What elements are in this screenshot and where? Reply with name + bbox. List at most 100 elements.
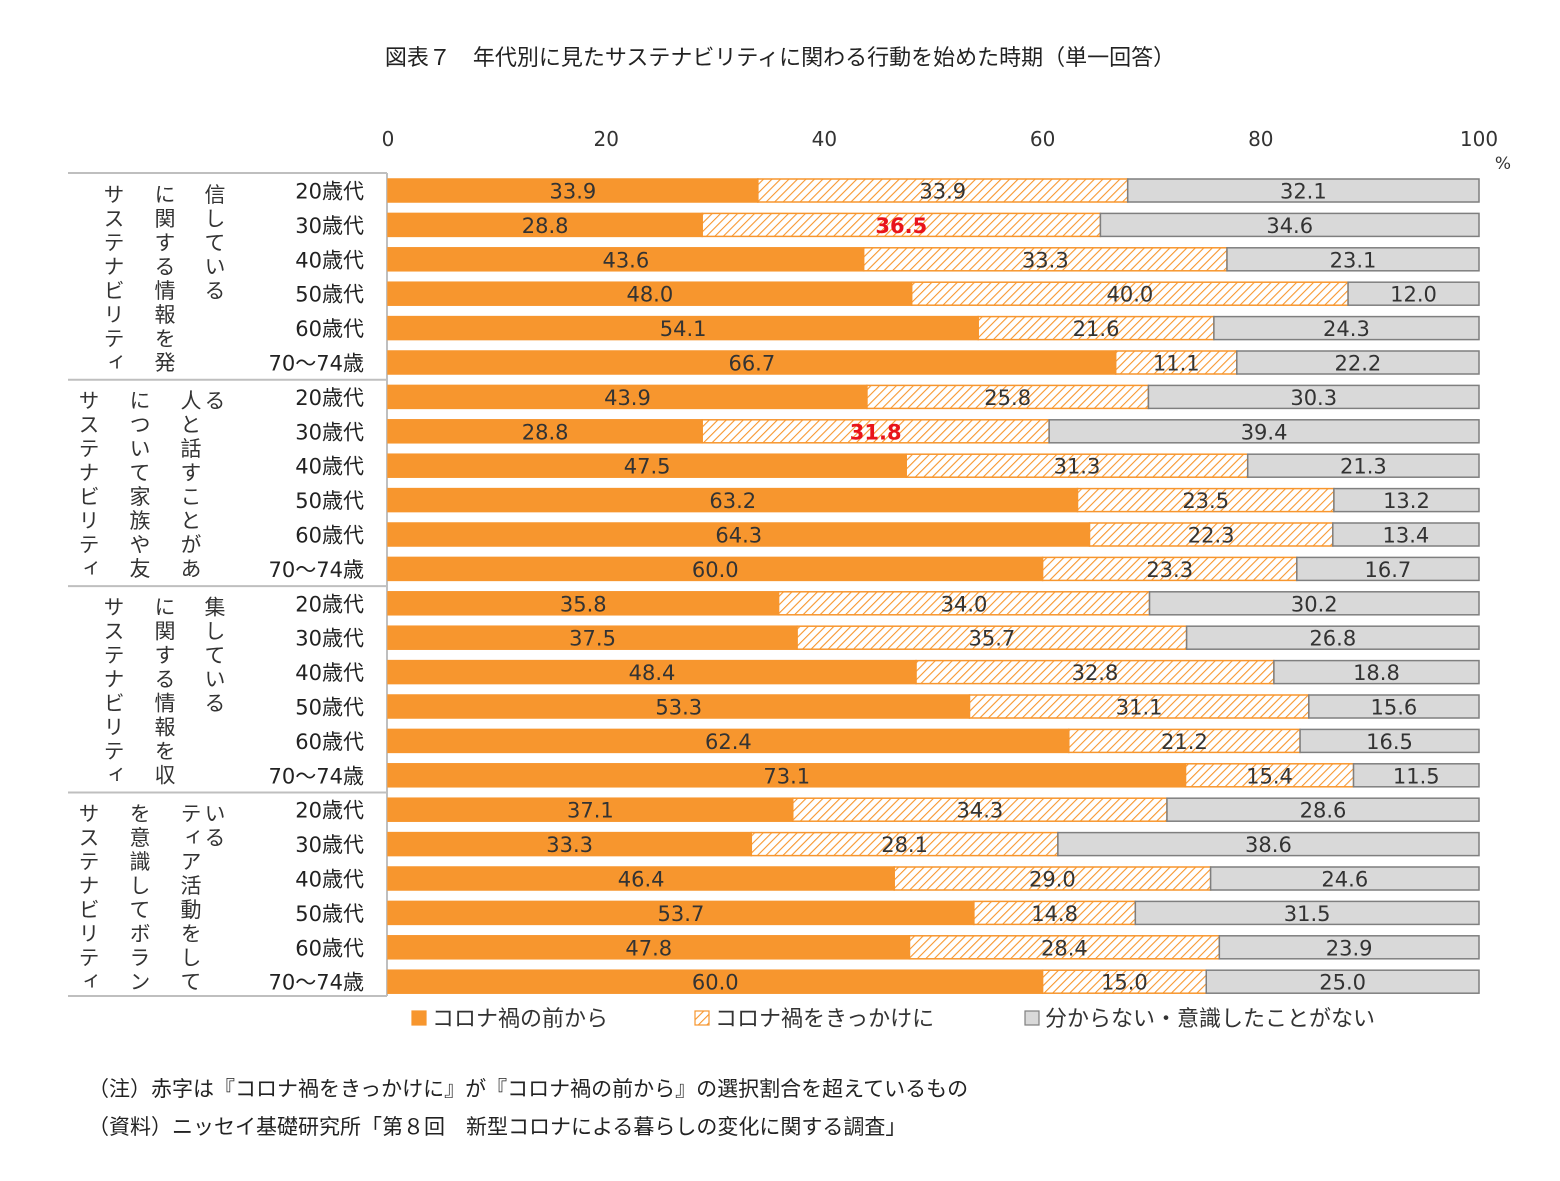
- x-unit-label: %: [1495, 154, 1511, 174]
- data-label: 28.1: [881, 833, 928, 857]
- data-label: 38.6: [1245, 833, 1292, 857]
- bar-segment-unknown: [1352, 763, 1480, 788]
- data-label: 46.4: [618, 868, 665, 892]
- data-label: 30.3: [1290, 386, 1337, 410]
- data-label: 23.3: [1146, 558, 1193, 582]
- data-label: 31.5: [1284, 902, 1331, 926]
- legend-label-2: 分からない・意識したことがない: [1045, 1007, 1375, 1032]
- data-label: 28.4: [1041, 936, 1088, 960]
- data-label: 34.0: [941, 592, 988, 616]
- data-label: 35.8: [560, 592, 607, 616]
- data-label: 43.6: [602, 248, 649, 272]
- data-label: 23.5: [1182, 489, 1229, 513]
- age-label: 70～74歳: [269, 352, 364, 376]
- data-label: 28.6: [1300, 799, 1347, 823]
- age-label: 40歳代: [295, 661, 364, 685]
- data-label: 16.5: [1366, 730, 1413, 754]
- bar-segment-unknown: [1205, 969, 1480, 994]
- data-label: 37.5: [569, 627, 616, 651]
- bar-segment-unknown: [1218, 935, 1480, 960]
- data-label: 33.3: [1022, 248, 1069, 272]
- data-label: 22.3: [1188, 524, 1235, 548]
- legend-label-1: コロナ禍をきっかけに: [715, 1007, 934, 1032]
- age-label: 50歳代: [295, 283, 364, 307]
- bar-segment-unknown: [1273, 659, 1480, 685]
- data-label: 29.0: [1029, 868, 1076, 892]
- data-label: 22.2: [1335, 352, 1382, 376]
- bar-segment-unknown: [1333, 487, 1480, 513]
- group-label-2-col-0: サステナビリティ: [101, 596, 125, 788]
- data-label: 11.1: [1153, 352, 1200, 376]
- data-label: 15.6: [1371, 696, 1418, 720]
- bar-segment-unknown: [1185, 625, 1480, 650]
- bar-segment-unknown: [1236, 350, 1480, 375]
- data-label: 35.7: [968, 627, 1015, 651]
- data-label: 24.6: [1321, 868, 1368, 892]
- bars-layer: 33.9 33.9 32.1 28.8 36.5 34.6 43.6 33.3 23.1 48.0…: [387, 178, 1480, 995]
- bar-segment-unknown: [1299, 728, 1480, 754]
- data-label: 62.4: [705, 730, 752, 754]
- data-label: 31.3: [1054, 455, 1101, 479]
- age-label: 30歳代: [295, 833, 364, 857]
- age-label: 50歳代: [295, 902, 364, 926]
- data-label: 63.2: [709, 489, 756, 513]
- age-label: 40歳代: [295, 868, 364, 892]
- data-label: 23.9: [1326, 936, 1373, 960]
- data-label: 39.4: [1241, 420, 1288, 444]
- age-label: 70～74歳: [269, 971, 364, 995]
- data-label: 28.8: [522, 420, 569, 444]
- data-label: 33.9: [919, 180, 966, 204]
- group-label-0-col-0: サステナビリティ: [101, 183, 125, 375]
- bar-segment-unknown: [1148, 591, 1480, 616]
- age-label: 70～74歳: [269, 558, 364, 582]
- data-label: 73.1: [763, 764, 810, 788]
- data-label: 13.2: [1383, 489, 1430, 513]
- data-label: 33.3: [546, 833, 593, 857]
- data-label: 31.8: [850, 420, 902, 444]
- group-label-3-col-2: ティア活動をして: [178, 803, 202, 995]
- data-label: 25.8: [984, 386, 1031, 410]
- data-label: 23.1: [1330, 248, 1377, 272]
- legend-swatch-0: [411, 1010, 427, 1026]
- data-label: 60.0: [692, 971, 739, 995]
- bar-segment-unknown: [1332, 522, 1480, 547]
- data-label: 30.2: [1291, 592, 1338, 616]
- age-label: 20歳代: [295, 180, 364, 204]
- group-label-1-col-2: 人と話すことがあ: [178, 390, 202, 582]
- data-label: 34.6: [1266, 214, 1313, 238]
- group-label-2-col-1: に関する情報を収: [152, 596, 176, 788]
- data-label: 16.7: [1365, 558, 1412, 582]
- bar-segment-unknown: [1296, 556, 1480, 582]
- data-label: 18.8: [1353, 661, 1400, 685]
- data-label: 15.4: [1246, 764, 1293, 788]
- bar-segment-unknown: [1057, 831, 1480, 857]
- group-label-0-col-1: に関する情報を発: [152, 183, 176, 375]
- age-label: 60歳代: [295, 524, 364, 548]
- x-tick-label-80: 80: [1248, 127, 1273, 151]
- group-label-1-col-0: サステナビリティ: [76, 390, 100, 582]
- x-tick-label-40: 40: [812, 127, 837, 151]
- age-label: 40歳代: [295, 455, 364, 479]
- bar-segment-unknown: [1126, 178, 1480, 203]
- bar-segment-unknown: [1048, 419, 1480, 444]
- bar-segment-unknown: [1347, 281, 1480, 306]
- x-tick-label-0: 0: [382, 127, 395, 151]
- chart-note: （注）赤字は『コロナ禍をきっかけに』が『コロナ禍の前から』の選択割合を超えている…: [88, 1077, 969, 1101]
- data-label: 26.8: [1309, 627, 1356, 651]
- legend-label-0: コロナ禍の前から: [432, 1007, 608, 1032]
- age-label: 50歳代: [295, 696, 364, 720]
- data-label: 25.0: [1319, 971, 1366, 995]
- data-label: 21.2: [1161, 730, 1208, 754]
- bar-segment-unknown: [1213, 315, 1480, 341]
- data-label: 53.3: [655, 696, 702, 720]
- age-label: 30歳代: [295, 420, 364, 444]
- data-label: 36.5: [875, 214, 927, 238]
- age-label: 50歳代: [295, 489, 364, 513]
- data-label: 12.0: [1390, 283, 1437, 307]
- group-label-1-col-3: る: [202, 390, 226, 414]
- age-label: 20歳代: [295, 799, 364, 823]
- bar-segment-unknown: [1134, 900, 1480, 926]
- group-label-1-col-1: について家族や友: [127, 390, 151, 582]
- group-label-0-col-2: 信している: [202, 183, 226, 303]
